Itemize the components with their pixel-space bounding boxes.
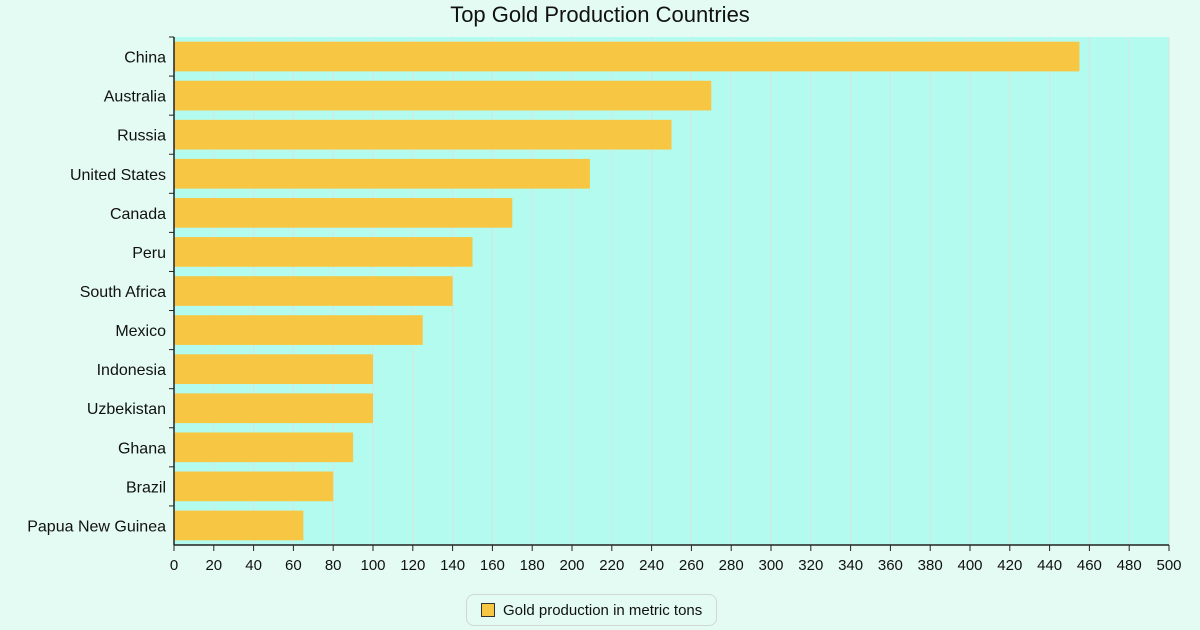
bar-mexico[interactable] [174, 315, 423, 345]
x-tick-label: 300 [758, 557, 783, 574]
category-label: Uzbekistan [87, 401, 166, 418]
x-tick-label: 280 [719, 557, 744, 574]
x-tick-label: 40 [245, 557, 262, 574]
x-tick-label: 320 [798, 557, 823, 574]
bar-south-africa[interactable] [174, 276, 453, 306]
legend-label: Gold production in metric tons [503, 601, 703, 619]
bar-russia[interactable] [174, 119, 672, 150]
category-labels: China Australia Russia United States Canada P… [27, 50, 166, 536]
bar-uzbekistan[interactable] [174, 393, 373, 424]
bar-united-states[interactable] [174, 158, 590, 189]
x-tick-label: 80 [325, 557, 342, 574]
x-tick-label: 60 [285, 557, 302, 574]
x-tick-label: 140 [440, 557, 465, 574]
category-label: Canada [110, 206, 166, 223]
chart-title: Top Gold Production Countries [450, 2, 750, 27]
x-tick-label: 500 [1156, 557, 1181, 574]
bar-brazil[interactable] [174, 471, 334, 502]
x-tick-label: 400 [957, 557, 982, 574]
x-tick-label: 420 [997, 557, 1022, 574]
category-label: China [124, 50, 166, 67]
legend-swatch [481, 603, 495, 617]
bar-ghana[interactable] [174, 432, 354, 463]
category-label: South Africa [80, 284, 166, 301]
category-label: Brazil [126, 479, 166, 496]
x-tick-label: 360 [878, 557, 903, 574]
bar-canada[interactable] [174, 197, 513, 228]
x-tick-label: 460 [1077, 557, 1102, 574]
x-tick-label: 200 [559, 557, 584, 574]
x-tick-label: 0 [170, 557, 178, 574]
x-tick-label: 160 [480, 557, 505, 574]
bar-peru[interactable] [174, 237, 473, 267]
bar-china[interactable] [174, 41, 1080, 72]
bars [174, 41, 1080, 541]
category-label: Papua New Guinea [27, 518, 166, 535]
category-label: Australia [104, 89, 166, 106]
x-tick-label: 260 [679, 557, 704, 574]
x-axis-ticks: 0 20 40 60 80 100 120 140 160 180 200 220 240 260 280 3… [169, 36, 1182, 574]
category-label: Peru [132, 245, 166, 262]
category-label: Mexico [115, 323, 166, 340]
x-tick-label: 380 [918, 557, 943, 574]
x-tick-label: 220 [599, 557, 624, 574]
category-label: Russia [117, 128, 166, 145]
x-tick-label: 440 [1037, 557, 1062, 574]
x-tick-label: 20 [205, 557, 222, 574]
bar-australia[interactable] [174, 80, 712, 111]
category-label: Indonesia [97, 362, 166, 379]
x-tick-label: 120 [400, 557, 425, 574]
category-label: United States [70, 167, 166, 184]
x-tick-label: 340 [838, 557, 863, 574]
bar-indonesia[interactable] [174, 354, 373, 385]
x-tick-label: 180 [520, 557, 545, 574]
x-tick-label: 480 [1117, 557, 1142, 574]
category-label: Ghana [118, 440, 166, 457]
x-tick-label: 240 [639, 557, 664, 574]
bar-papua-new-guinea[interactable] [174, 510, 304, 541]
legend[interactable]: Gold production in metric tons [466, 594, 718, 626]
x-tick-label: 100 [360, 557, 385, 574]
